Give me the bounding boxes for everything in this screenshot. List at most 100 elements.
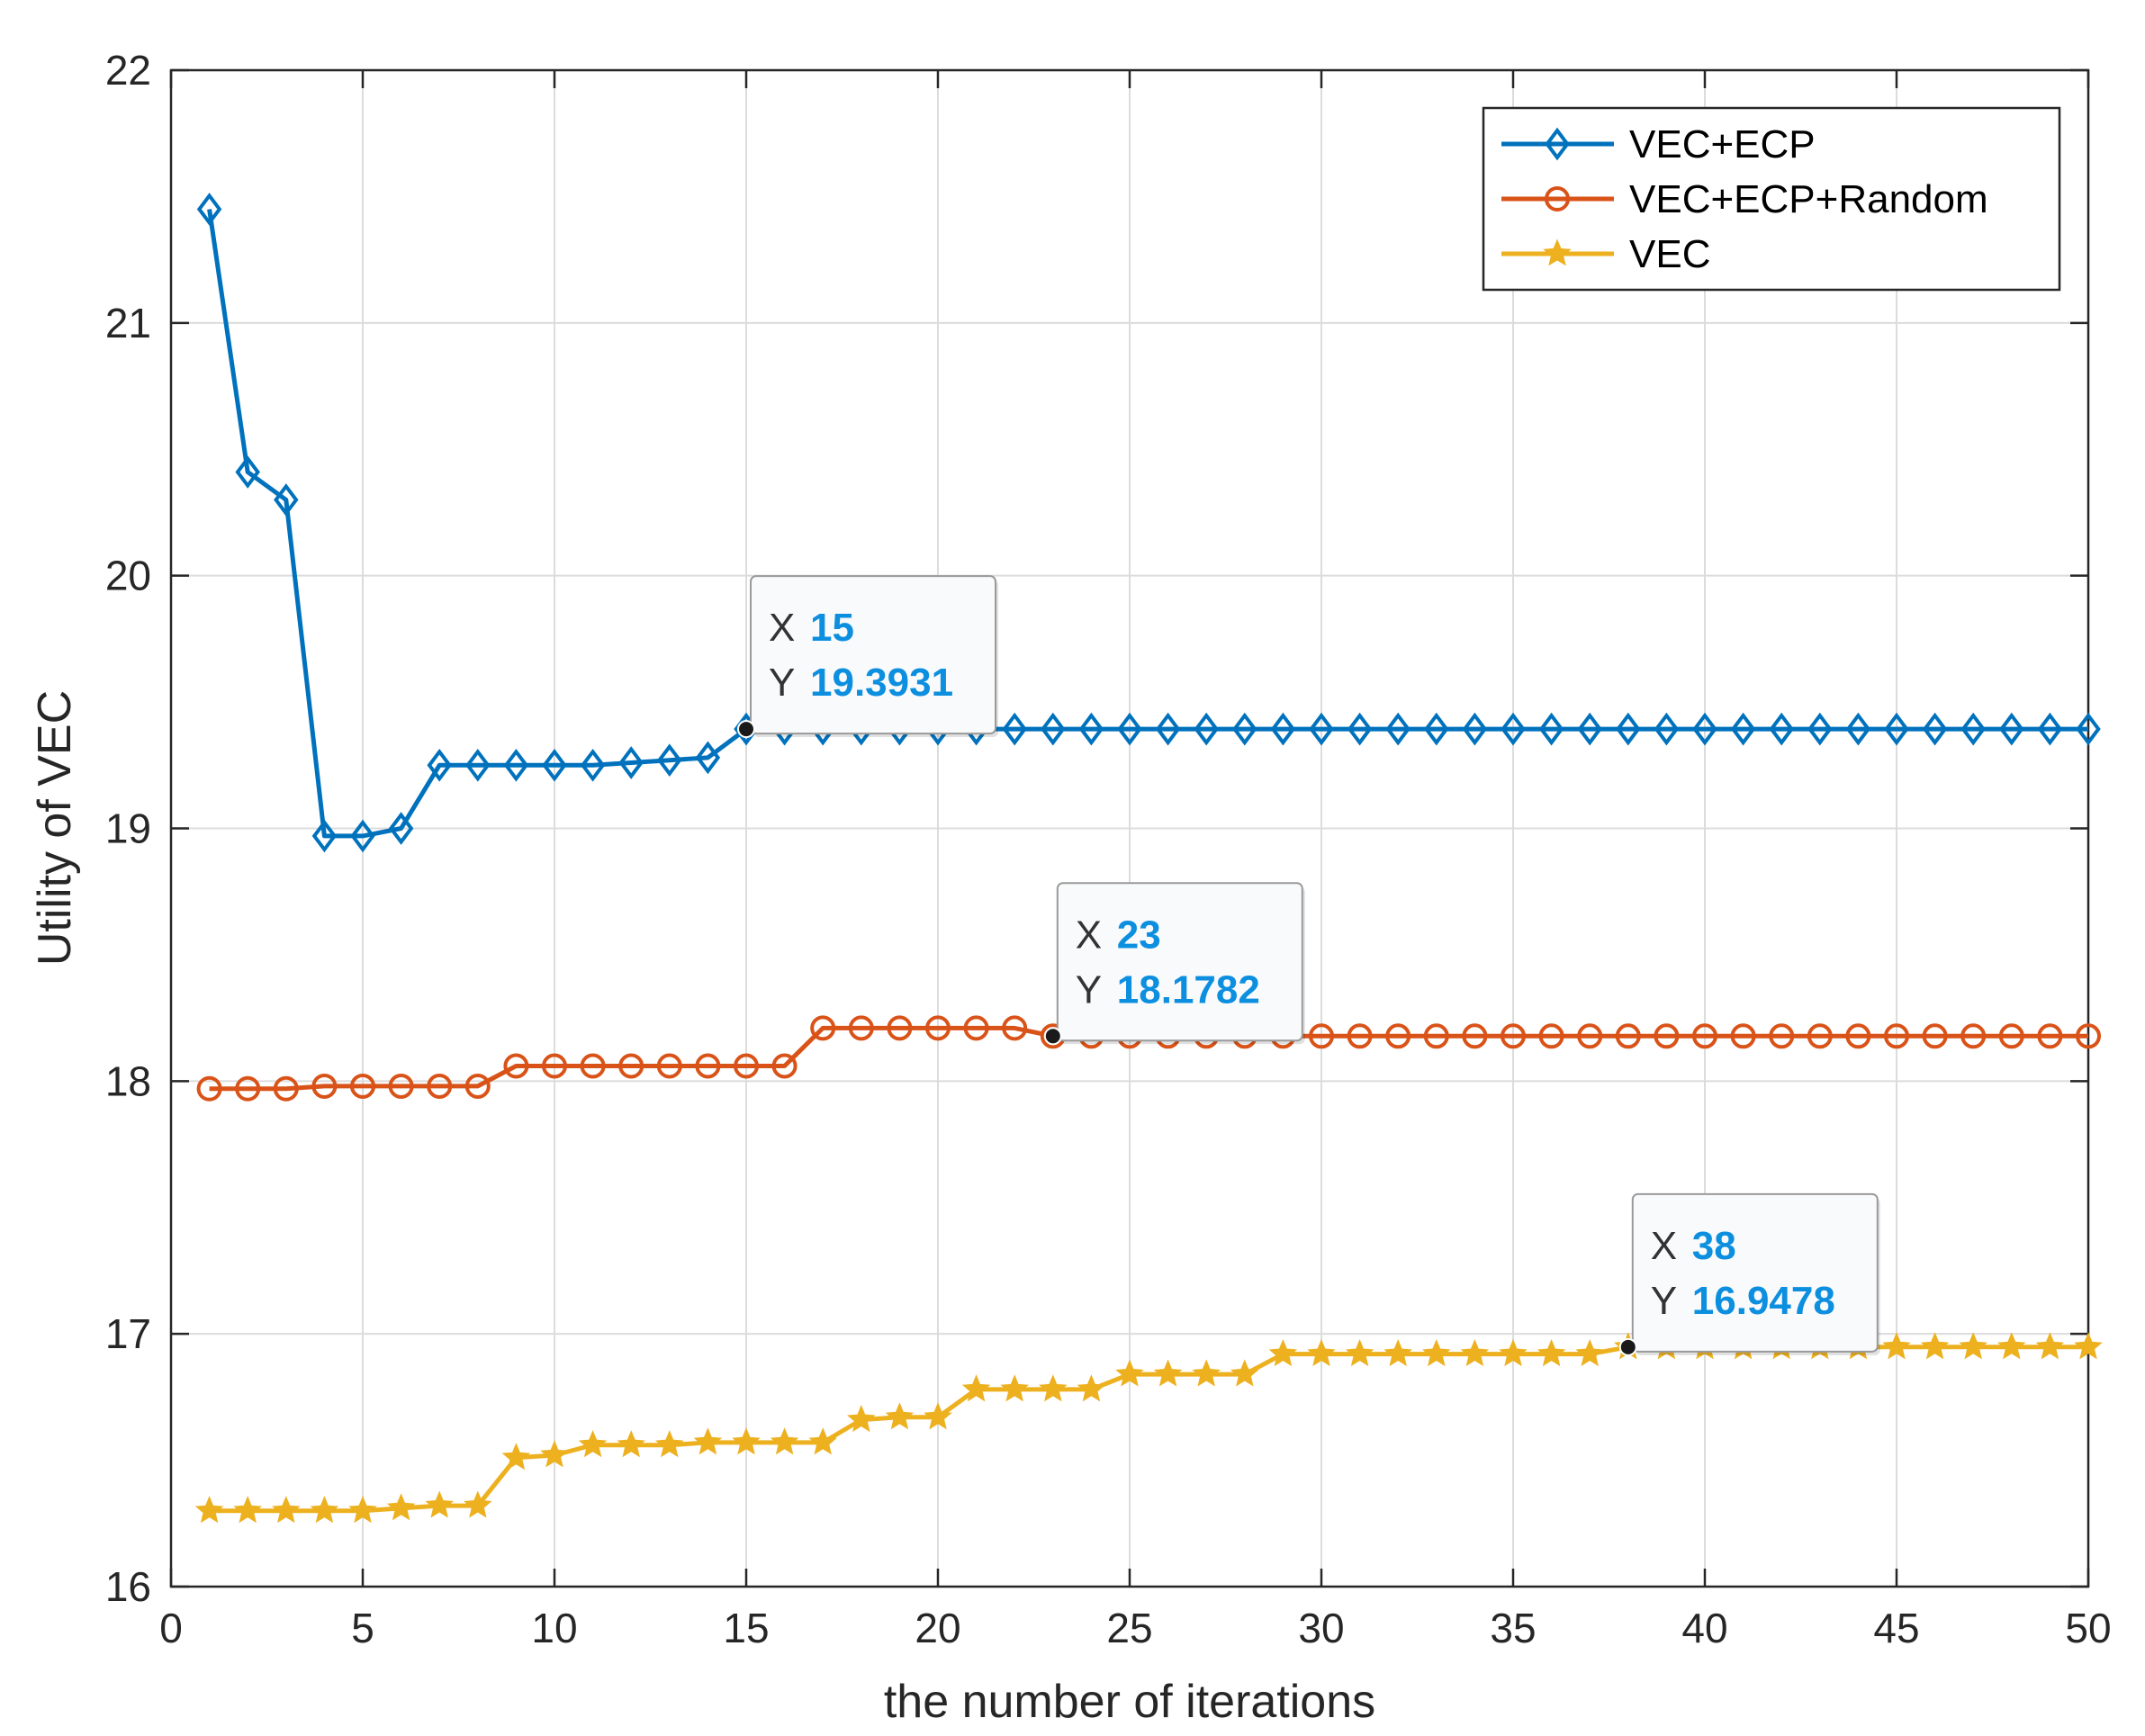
data-point	[503, 748, 529, 782]
data-point	[1730, 712, 1756, 746]
data-point	[272, 1496, 301, 1524]
data-point	[1615, 1023, 1641, 1049]
data-point	[196, 1075, 222, 1102]
data-point	[310, 1496, 339, 1524]
data-point	[542, 748, 567, 782]
data-point	[274, 483, 299, 517]
data-point	[1194, 712, 1219, 746]
data-point	[1654, 1023, 1680, 1049]
data-point	[1345, 1338, 1374, 1367]
datatip-y-value: 19.3931	[810, 661, 953, 705]
data-point	[1998, 1023, 2024, 1049]
datatip-x-label: X	[1651, 1224, 1677, 1268]
data-point	[1960, 1023, 1987, 1049]
data-point	[961, 1374, 991, 1402]
data-point	[580, 748, 606, 782]
legend-item: VEC	[1501, 232, 1710, 276]
data-point	[847, 1404, 876, 1433]
data-point	[1882, 1332, 1911, 1360]
data-point	[386, 1493, 416, 1521]
data-point	[388, 812, 414, 845]
x-axis-title: the number of iterations	[884, 1676, 1375, 1728]
data-point	[1385, 1023, 1411, 1049]
x-tick-label: 0	[159, 1605, 183, 1651]
data-point	[1232, 712, 1257, 746]
data-point	[1577, 1023, 1603, 1049]
datatip-box	[1056, 882, 1303, 1042]
data-point	[1155, 712, 1181, 746]
data-point	[2076, 712, 2101, 746]
datatip-box	[750, 575, 996, 735]
datatip: X 23 Y 18.1782	[1043, 882, 1305, 1046]
legend-label: VEC+ECP	[1629, 122, 1816, 166]
x-tick-label: 10	[531, 1605, 577, 1651]
data-point	[1460, 1338, 1490, 1367]
legend-marker	[1543, 238, 1572, 266]
data-point	[1997, 1332, 2026, 1360]
data-point	[542, 1053, 567, 1079]
data-point	[1922, 1023, 1948, 1049]
data-point	[350, 1073, 375, 1099]
datatip-anchor-dot	[1043, 1027, 1062, 1046]
datatip-x-label: X	[769, 606, 795, 650]
data-point	[1268, 1338, 1298, 1367]
data-point	[1730, 1023, 1756, 1049]
data-point	[1192, 1359, 1221, 1387]
data-point	[1383, 1338, 1412, 1367]
data-point	[617, 1430, 645, 1458]
data-point	[311, 1073, 338, 1099]
legend-marker	[1545, 186, 1570, 211]
legend: VEC+ECP VEC+ECP+Random VEC	[1482, 106, 2061, 292]
x-tick-label: 5	[351, 1605, 374, 1651]
data-point	[1270, 712, 1296, 746]
data-point	[1959, 1332, 1987, 1360]
axes: 0 5 10 15 20 25 30 35 40 45 50 16 17 18 19 20 21 22	[105, 47, 2112, 1651]
data-point	[618, 746, 644, 779]
data-point	[580, 1053, 606, 1079]
data-point	[1692, 712, 1717, 746]
y-tick-label: 16	[105, 1563, 151, 1610]
data-point	[1807, 1023, 1833, 1049]
datatip-x-label: X	[1076, 913, 1102, 957]
datatip-y-label: Y	[769, 661, 795, 705]
data-point	[1078, 712, 1104, 746]
y-tick-label: 19	[105, 805, 151, 852]
legend-marker	[1545, 127, 1570, 161]
data-point	[656, 1053, 682, 1079]
data-point	[734, 1053, 759, 1079]
data-point	[503, 1053, 529, 1079]
data-point	[311, 819, 338, 853]
data-point	[1501, 712, 1526, 746]
x-tick-label: 45	[1873, 1605, 1919, 1651]
data-point	[1769, 712, 1794, 746]
data-point	[194, 1496, 224, 1524]
x-tick-label: 35	[1490, 1605, 1536, 1651]
data-point	[1538, 1023, 1564, 1049]
data-point	[1422, 1338, 1451, 1367]
x-tick-label: 20	[915, 1605, 960, 1651]
y-axis-title: Utility of VEC	[29, 690, 81, 966]
data-point	[695, 1053, 721, 1079]
datatips-layer: X 15 Y 19.3931 X 23 Y 18.1782 X 38 Y 16.9478	[737, 575, 1880, 1356]
x-tick-label: 15	[723, 1605, 769, 1651]
data-point	[887, 1015, 913, 1041]
data-point	[2076, 1023, 2101, 1049]
data-point	[1575, 1338, 1604, 1367]
legend-item: VEC+ECP	[1501, 122, 1816, 166]
data-point	[1000, 1374, 1029, 1402]
data-point	[2074, 1332, 2103, 1360]
data-point	[1347, 1023, 1373, 1049]
data-point	[1002, 712, 1027, 746]
data-point	[1769, 1023, 1795, 1049]
data-point	[1039, 1374, 1068, 1402]
data-point	[1960, 712, 1986, 746]
datatip-box	[1631, 1192, 1879, 1353]
data-point	[348, 1496, 377, 1524]
data-point	[427, 748, 452, 782]
x-tick-label: 30	[1298, 1605, 1344, 1651]
x-tick-label: 40	[1681, 1605, 1727, 1651]
datatip-anchor-dot	[737, 720, 755, 739]
data-point	[235, 1075, 261, 1102]
data-point	[1309, 712, 1334, 746]
